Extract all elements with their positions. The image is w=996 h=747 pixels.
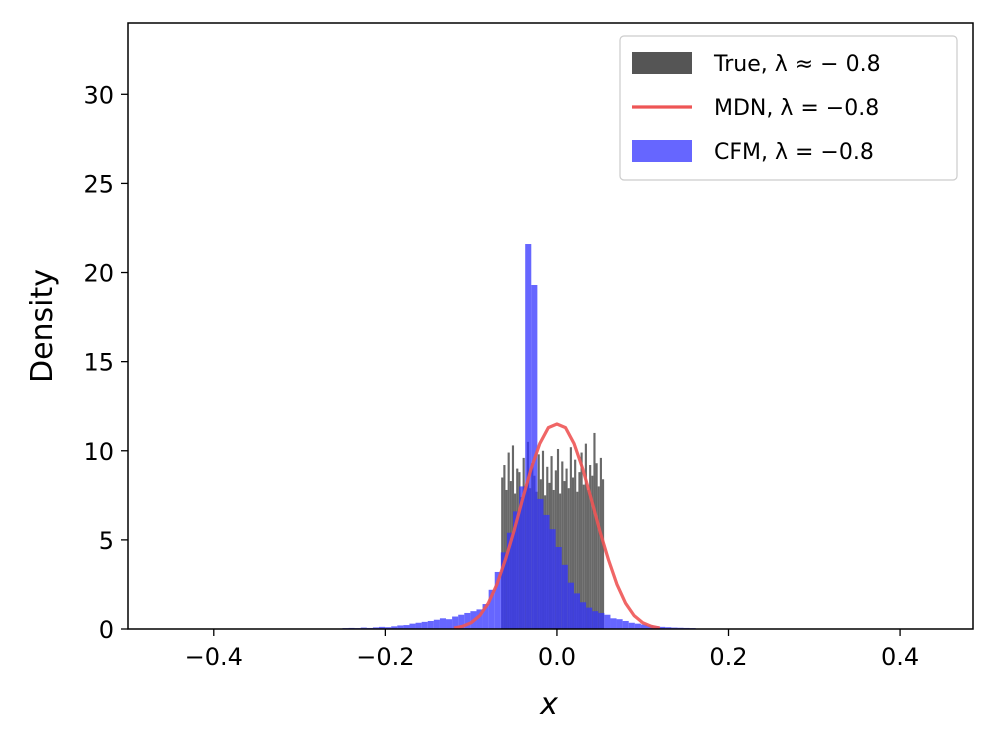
histogram-bar [563, 481, 566, 629]
histogram-bar [580, 602, 587, 629]
histogram-bar [543, 514, 550, 629]
histogram-bar [372, 627, 380, 629]
histogram-bar [397, 625, 404, 629]
histogram-bar [584, 443, 587, 629]
series-1-bars [342, 244, 696, 629]
histogram-bar [488, 589, 495, 629]
y-tick-label: 10 [83, 438, 114, 466]
histogram-bar [555, 547, 562, 629]
histogram-bar [439, 618, 447, 629]
histogram-bar [586, 489, 590, 629]
legend-label-2: CFM, λ = −0.8 [714, 140, 874, 165]
histogram-bar [409, 623, 416, 629]
histogram-bar [659, 626, 666, 629]
histogram-bar [598, 612, 605, 629]
x-tick-label: −0.4 [185, 643, 243, 671]
histogram-bar [503, 465, 506, 629]
histogram-bar [628, 622, 635, 629]
y-tick-label: 15 [83, 349, 114, 377]
histogram-bar [464, 612, 471, 629]
histogram-bar [500, 552, 507, 629]
y-axis-label: Density [25, 269, 60, 383]
histogram-bar [421, 621, 428, 629]
histogram-bar [556, 448, 560, 629]
histogram-bar [586, 607, 593, 629]
histogram-bar [569, 447, 572, 629]
histogram-bar [604, 614, 611, 629]
legend-swatch-2 [632, 140, 692, 162]
histogram-bar [597, 486, 600, 629]
histogram-bar [578, 472, 581, 629]
histogram-bar [446, 619, 453, 629]
histogram-bar [592, 611, 599, 629]
histogram-bar [452, 616, 459, 629]
histogram-bar [476, 609, 483, 629]
histogram-bar [610, 618, 617, 629]
legend: True, λ ≈ − 0.8 MDN, λ = −0.8 CFM, λ = −0.… [619, 35, 958, 181]
histogram-bar [506, 532, 514, 629]
histogram-bar [622, 620, 629, 629]
histogram-bar [665, 627, 672, 629]
histogram-bar [561, 461, 564, 629]
histogram-bar [415, 622, 422, 629]
x-tick-label: −0.2 [356, 643, 414, 671]
histogram-bar [595, 463, 598, 629]
histogram-bar [616, 619, 623, 629]
x-axis: −0.4 −0.2 0.0 0.2 0.4 [185, 629, 919, 671]
histogram-bar [427, 620, 434, 629]
legend-swatch-0 [632, 52, 692, 74]
histogram-bar [582, 484, 585, 629]
x-tick-label: 0.0 [538, 643, 576, 671]
histogram-bar [640, 624, 648, 629]
legend-label-1: MDN, λ = −0.8 [714, 96, 879, 121]
mdn-density-line [453, 422, 661, 629]
histogram-bar [599, 457, 602, 629]
axes-frame [127, 22, 974, 630]
histogram-bar [593, 432, 596, 629]
y-axis: 0 5 10 15 20 25 30 [83, 81, 128, 644]
histogram-bar [565, 468, 568, 629]
histogram-bar [574, 459, 577, 629]
histogram-bar [561, 564, 568, 629]
y-tick-label: 25 [83, 170, 114, 198]
histogram-bar [573, 593, 581, 629]
y-tick-label: 20 [83, 260, 114, 288]
x-tick-label: 0.4 [881, 643, 919, 671]
histogram-bar [482, 604, 489, 629]
histogram-bar [525, 244, 532, 629]
histogram-bar [580, 452, 583, 629]
histogram-bar [403, 625, 410, 629]
y-tick-label: 30 [83, 81, 114, 109]
histogram-bar [576, 491, 579, 629]
legend-label-0: True, λ ≈ − 0.8 [713, 52, 881, 77]
histogram-bar [591, 475, 594, 629]
y-tick-label: 5 [99, 527, 114, 555]
histogram-bar [634, 623, 641, 629]
histogram-bar [537, 498, 544, 629]
legend-box [619, 35, 958, 181]
plot-area [342, 244, 696, 629]
histogram-bar [391, 626, 398, 629]
histogram-bar [513, 511, 520, 629]
x-tick-label: 0.2 [709, 643, 747, 671]
histogram-bar [385, 627, 392, 629]
y-tick-label: 0 [99, 616, 114, 644]
histogram-bar [379, 626, 386, 629]
histogram-bar [549, 529, 556, 629]
histogram-bar [571, 477, 575, 629]
x-axis-label: x [539, 687, 558, 722]
histogram-bar [433, 619, 440, 629]
histogram-bar [601, 479, 605, 629]
histogram-bar [519, 486, 526, 629]
histogram-bar [589, 465, 592, 629]
histogram-bar [494, 571, 501, 629]
histogram-bar [567, 488, 570, 629]
histogram-bar [567, 582, 574, 629]
histogram-bar [458, 614, 465, 629]
